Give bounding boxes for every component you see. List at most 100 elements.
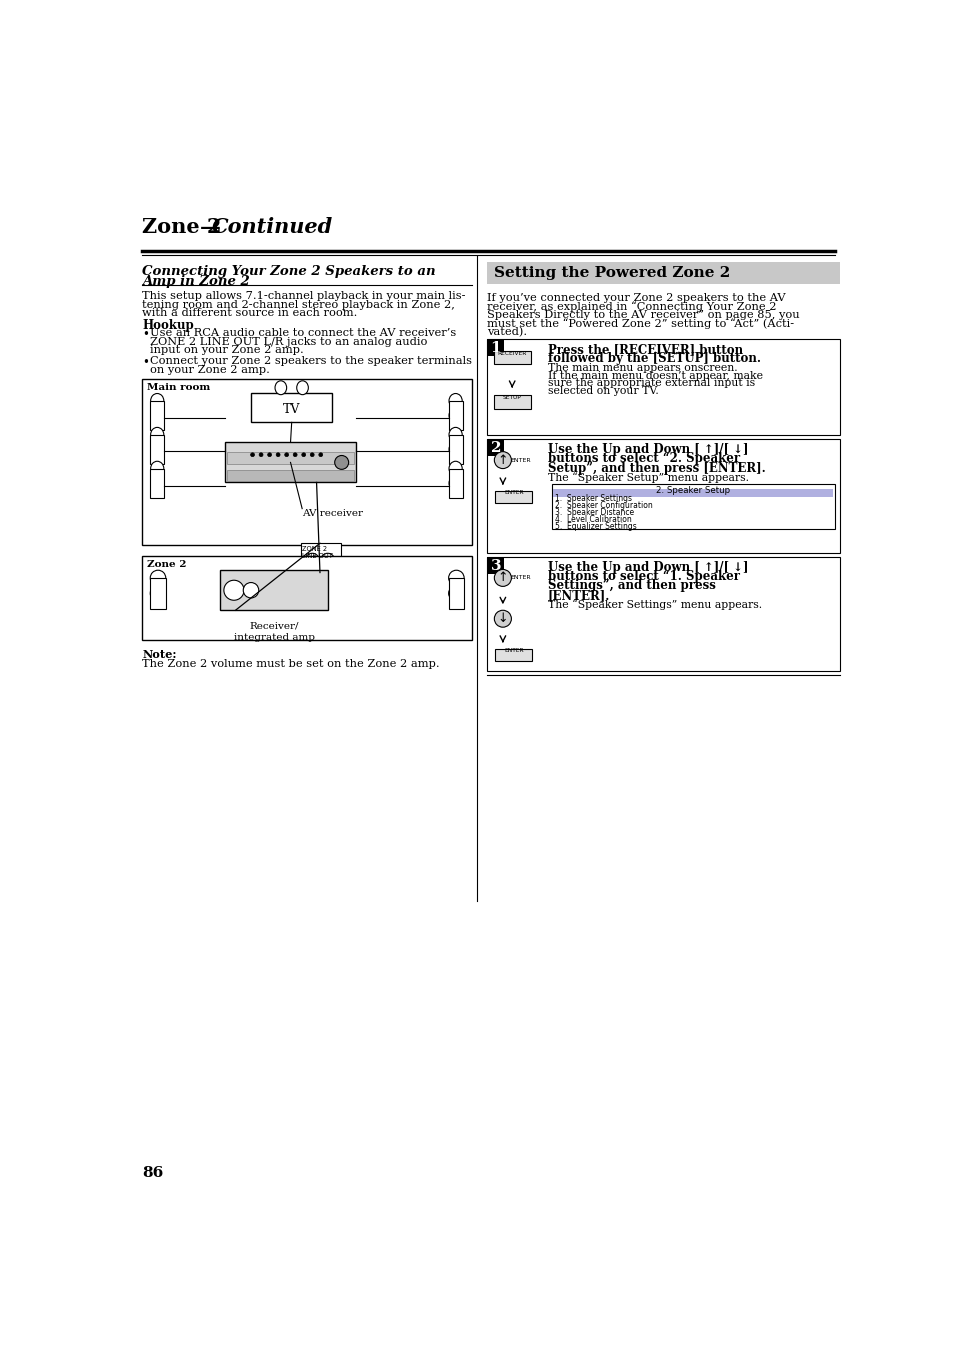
Bar — [150, 435, 164, 463]
Ellipse shape — [448, 570, 464, 585]
Bar — [487, 339, 504, 357]
Text: •: • — [142, 328, 150, 342]
Text: ENTER: ENTER — [510, 458, 531, 462]
Ellipse shape — [151, 442, 164, 457]
Text: Use the Up and Down [ ↑]/[ ↓]: Use the Up and Down [ ↑]/[ ↓] — [547, 443, 747, 457]
Bar — [487, 439, 840, 554]
Text: 5.  Equalizer Settings: 5. Equalizer Settings — [555, 521, 636, 531]
Circle shape — [276, 453, 280, 457]
Bar — [220, 570, 328, 611]
Bar — [150, 401, 164, 430]
Bar — [487, 439, 504, 457]
Text: buttons to select “2. Speaker: buttons to select “2. Speaker — [547, 453, 740, 465]
Text: ENTER: ENTER — [510, 576, 531, 581]
Bar — [251, 393, 332, 423]
Ellipse shape — [449, 442, 461, 457]
Text: Settings”, and then press: Settings”, and then press — [547, 580, 715, 593]
Text: 4.  Level Calibration: 4. Level Calibration — [555, 515, 631, 524]
Bar — [227, 470, 354, 481]
Text: 3: 3 — [490, 558, 500, 573]
Text: vated).: vated). — [487, 327, 527, 338]
Text: receiver, as explained in “Connecting Your Zone 2: receiver, as explained in “Connecting Yo… — [487, 301, 776, 312]
Text: Setting the Powered Zone 2: Setting the Powered Zone 2 — [493, 266, 729, 280]
Bar — [487, 557, 504, 574]
Circle shape — [305, 554, 319, 567]
Circle shape — [494, 611, 511, 627]
Text: Connect your Zone 2 speakers to the speaker terminals: Connect your Zone 2 speakers to the spea… — [150, 357, 472, 366]
Bar — [448, 401, 462, 430]
Circle shape — [268, 453, 272, 457]
Text: Continued: Continued — [212, 216, 334, 236]
Bar — [448, 469, 462, 497]
Text: Use an RCA audio cable to connect the AV receiver’s: Use an RCA audio cable to connect the AV… — [150, 328, 456, 339]
Text: Connecting Your Zone 2 Speakers to an: Connecting Your Zone 2 Speakers to an — [142, 265, 436, 277]
Ellipse shape — [151, 427, 164, 442]
Text: 1.  Speaker Settings: 1. Speaker Settings — [555, 494, 631, 503]
Bar — [300, 543, 340, 573]
Text: 2.  Speaker Configuration: 2. Speaker Configuration — [555, 501, 652, 509]
Bar — [493, 396, 530, 408]
Ellipse shape — [449, 408, 461, 423]
Circle shape — [251, 453, 254, 457]
Text: —: — — [199, 216, 220, 236]
Bar — [553, 489, 832, 497]
Bar — [227, 451, 354, 463]
Text: tening room and 2-channel stereo playback in Zone 2,: tening room and 2-channel stereo playbac… — [142, 300, 455, 309]
Bar — [493, 351, 530, 363]
Ellipse shape — [151, 408, 164, 423]
Ellipse shape — [274, 381, 286, 394]
Circle shape — [301, 453, 305, 457]
Circle shape — [243, 582, 258, 598]
Text: ↓: ↓ — [497, 612, 508, 626]
Circle shape — [310, 453, 314, 457]
Text: Speakers Directly to the AV receiver” on page 85, you: Speakers Directly to the AV receiver” on… — [487, 309, 800, 320]
Ellipse shape — [151, 476, 164, 490]
Text: 3.  Speaker Distance: 3. Speaker Distance — [555, 508, 633, 517]
Bar — [142, 380, 472, 544]
Text: Setup”, and then press [ENTER].: Setup”, and then press [ENTER]. — [547, 462, 764, 474]
Circle shape — [224, 580, 244, 600]
Text: buttons to select “1. Speaker: buttons to select “1. Speaker — [547, 570, 739, 584]
Text: TV: TV — [283, 403, 300, 416]
Bar — [487, 557, 840, 671]
Circle shape — [318, 453, 322, 457]
Text: Note:: Note: — [142, 648, 177, 659]
Circle shape — [259, 453, 263, 457]
Bar — [142, 557, 472, 639]
Bar — [225, 442, 355, 482]
Text: If the main menu doesn’t appear, make: If the main menu doesn’t appear, make — [547, 370, 762, 381]
Text: 86: 86 — [142, 1166, 164, 1179]
Text: The Zone 2 volume must be set on the Zone 2 amp.: The Zone 2 volume must be set on the Zon… — [142, 659, 439, 669]
Text: The main menu appears onscreen.: The main menu appears onscreen. — [547, 363, 737, 373]
Text: The “Speaker Setup” menu appears.: The “Speaker Setup” menu appears. — [547, 473, 748, 484]
Circle shape — [494, 451, 511, 469]
Text: Zone 2: Zone 2 — [147, 561, 187, 569]
Text: This setup allows 7.1-channel playback in your main lis-: This setup allows 7.1-channel playback i… — [142, 292, 465, 301]
Text: selected on your TV.: selected on your TV. — [547, 386, 658, 396]
Text: Receiver/
integrated amp: Receiver/ integrated amp — [233, 621, 314, 642]
Text: ↑: ↑ — [497, 571, 508, 585]
Text: sure the appropriate external input is: sure the appropriate external input is — [547, 378, 754, 389]
Bar — [551, 484, 834, 528]
Text: SETUP: SETUP — [502, 394, 521, 400]
Circle shape — [494, 570, 511, 586]
Text: 2. Speaker Setup: 2. Speaker Setup — [656, 485, 729, 494]
Ellipse shape — [150, 585, 166, 601]
Bar — [487, 262, 840, 284]
Circle shape — [310, 558, 314, 562]
Circle shape — [320, 554, 335, 567]
Text: RECEIVER: RECEIVER — [497, 351, 526, 355]
Text: on your Zone 2 amp.: on your Zone 2 amp. — [150, 365, 270, 374]
Text: 2: 2 — [490, 440, 500, 455]
Text: input on your Zone 2 amp.: input on your Zone 2 amp. — [150, 346, 304, 355]
Text: [ENTER].: [ENTER]. — [547, 589, 610, 601]
Text: must set the “Powered Zone 2” setting to “Act” (Acti-: must set the “Powered Zone 2” setting to… — [487, 319, 794, 330]
Text: ↑: ↑ — [497, 454, 508, 466]
Bar — [495, 490, 532, 503]
Text: ZONE 2 LINE OUT L/R jacks to an analog audio: ZONE 2 LINE OUT L/R jacks to an analog a… — [150, 336, 427, 347]
Bar — [495, 648, 532, 661]
Text: Main room: Main room — [147, 384, 211, 392]
Circle shape — [335, 455, 348, 469]
Text: with a different source in each room.: with a different source in each room. — [142, 308, 357, 319]
Text: followed by the [SETUP] button.: followed by the [SETUP] button. — [547, 353, 760, 365]
